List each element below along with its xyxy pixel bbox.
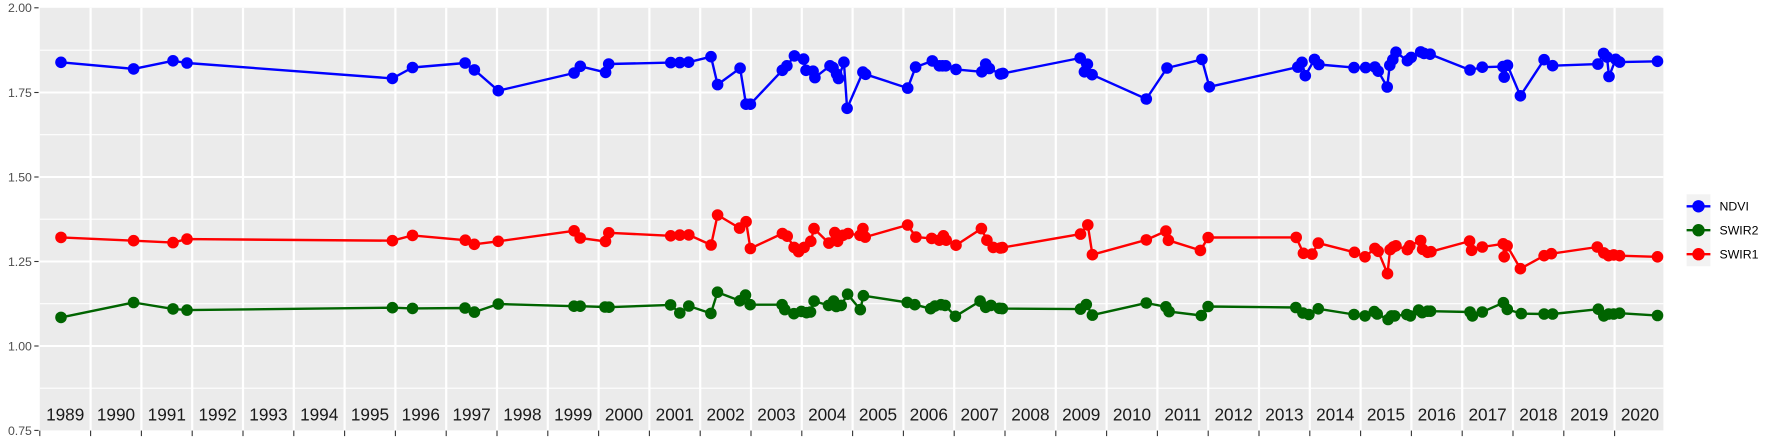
svg-text:2017: 2017 <box>1468 404 1506 424</box>
svg-text:2002: 2002 <box>706 404 744 424</box>
svg-text:2005: 2005 <box>859 404 897 424</box>
svg-text:2011: 2011 <box>1164 404 1201 424</box>
svg-text:2000: 2000 <box>605 404 643 424</box>
svg-text:1991: 1991 <box>148 404 186 424</box>
svg-text:2012: 2012 <box>1214 404 1252 424</box>
svg-text:1990: 1990 <box>97 404 135 424</box>
svg-text:2008: 2008 <box>1011 404 1049 424</box>
svg-text:2014: 2014 <box>1316 404 1355 424</box>
svg-text:SWIR2: SWIR2 <box>1720 224 1759 238</box>
svg-text:2007: 2007 <box>960 404 998 424</box>
svg-text:2020: 2020 <box>1621 404 1659 424</box>
svg-text:2010: 2010 <box>1113 404 1151 424</box>
svg-text:2018: 2018 <box>1519 404 1557 424</box>
svg-text:1993: 1993 <box>249 404 287 424</box>
svg-text:1.50: 1.50 <box>8 170 32 184</box>
svg-text:2006: 2006 <box>910 404 948 424</box>
svg-text:1989: 1989 <box>46 404 84 424</box>
svg-text:1999: 1999 <box>554 404 592 424</box>
svg-text:2015: 2015 <box>1367 404 1405 424</box>
svg-text:2009: 2009 <box>1062 404 1100 424</box>
svg-text:1997: 1997 <box>452 404 490 424</box>
svg-text:0.75: 0.75 <box>8 424 32 438</box>
svg-text:NDVI: NDVI <box>1720 200 1749 214</box>
svg-text:2013: 2013 <box>1265 404 1303 424</box>
svg-text:2001: 2001 <box>656 404 694 424</box>
svg-text:1998: 1998 <box>503 404 541 424</box>
svg-text:2016: 2016 <box>1418 404 1456 424</box>
svg-text:1.25: 1.25 <box>8 255 32 269</box>
svg-text:1992: 1992 <box>198 404 236 424</box>
svg-text:1.00: 1.00 <box>8 339 32 353</box>
svg-text:2.00: 2.00 <box>8 1 32 15</box>
svg-text:1996: 1996 <box>402 404 440 424</box>
svg-text:1995: 1995 <box>351 404 389 424</box>
svg-text:1994: 1994 <box>300 404 339 424</box>
svg-text:2004: 2004 <box>808 404 847 424</box>
svg-text:2003: 2003 <box>757 404 795 424</box>
svg-text:1.75: 1.75 <box>8 86 32 100</box>
svg-text:SWIR1: SWIR1 <box>1720 248 1759 262</box>
svg-text:2019: 2019 <box>1570 404 1608 424</box>
